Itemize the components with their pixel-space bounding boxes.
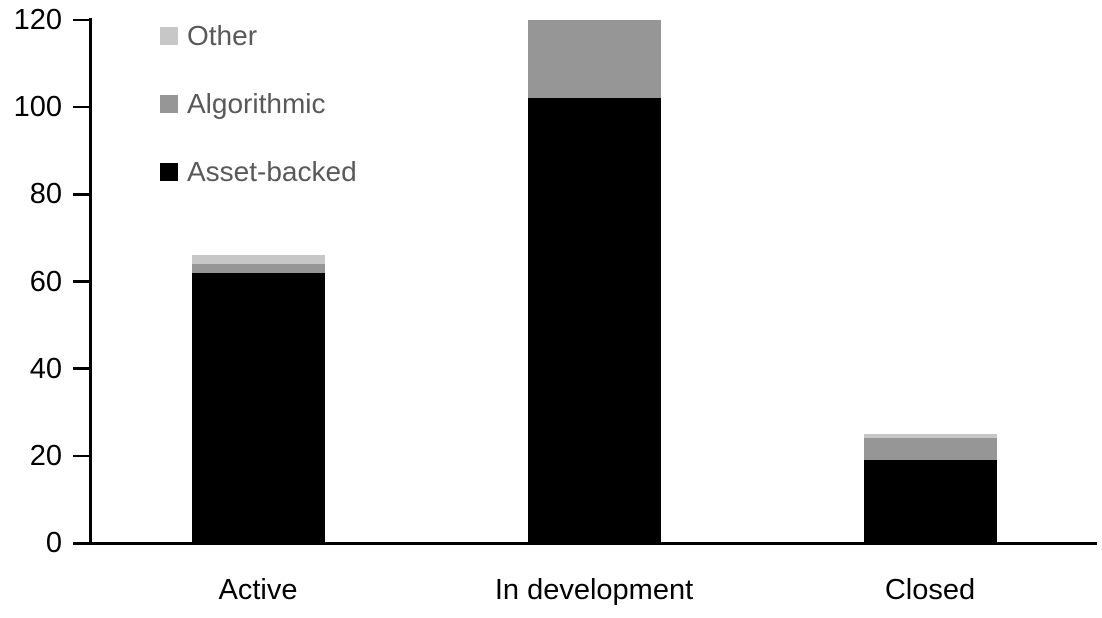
y-tick-label: 40 — [29, 352, 62, 385]
legend-swatch-algorithmic-icon — [160, 95, 178, 113]
x-category-label-in-development: In development — [494, 574, 694, 606]
x-category-label-active: Active — [218, 574, 298, 606]
bar-segment-active-asset-backed — [191, 272, 325, 543]
y-axis-line — [89, 18, 92, 544]
y-tick-label: 100 — [13, 91, 62, 124]
bar-segment-in-development-asset-backed — [527, 98, 661, 543]
y-tick-mark — [73, 280, 89, 283]
y-tick-mark — [73, 193, 89, 196]
y-tick-label: 0 — [45, 527, 62, 559]
y-tick-mark — [73, 454, 89, 458]
y-tick-mark — [73, 367, 89, 370]
legend-item-other: Other — [160, 20, 357, 51]
bar-segment-active-other — [191, 255, 325, 265]
legend-label-asset-backed: Asset-backed — [187, 156, 357, 187]
y-tick-mark — [73, 105, 89, 109]
x-axis-line — [73, 542, 1097, 545]
legend-swatch-other-icon — [160, 27, 178, 45]
bar-segment-closed-algorithmic — [863, 438, 997, 461]
legend-item-algorithmic: Algorithmic — [160, 88, 357, 119]
y-tick-label: 20 — [29, 439, 62, 472]
bar-segment-closed-asset-backed — [863, 460, 997, 543]
bar-segment-closed-other — [863, 434, 997, 439]
legend: Other Algorithmic Asset-backed — [160, 20, 357, 226]
y-tick-label: 60 — [29, 265, 62, 298]
legend-label-algorithmic: Algorithmic — [187, 88, 326, 119]
y-tick-label: 120 — [13, 4, 62, 36]
bar-segment-active-algorithmic — [191, 264, 325, 273]
legend-item-asset-backed: Asset-backed — [160, 156, 357, 187]
bar-segment-in-development-algorithmic — [527, 20, 661, 99]
y-tick-mark — [73, 18, 89, 22]
legend-label-other: Other — [187, 20, 258, 51]
x-category-label-closed: Closed — [884, 574, 976, 606]
y-tick-label: 80 — [29, 178, 62, 211]
legend-swatch-asset-backed-icon — [160, 163, 178, 181]
